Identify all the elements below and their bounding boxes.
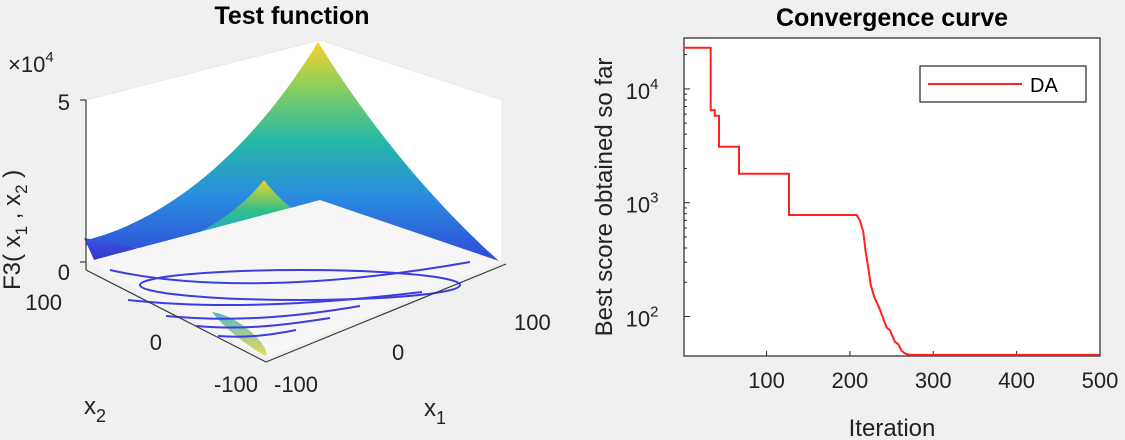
z-tick-top: 5 <box>58 90 70 115</box>
y-tick-0: 100 <box>25 290 62 315</box>
legend: DA <box>919 65 1087 103</box>
x-tick-0: -100 <box>274 372 318 397</box>
x-ticks: 100 200 300 400 500 <box>748 351 1118 393</box>
surface-back <box>86 42 500 262</box>
x-axis-label: x1 <box>424 395 446 428</box>
axis-lines <box>80 99 507 363</box>
z-axis-label: F3( x1 , x2 ) <box>0 170 31 290</box>
y-tick-label: 103 <box>626 190 659 218</box>
contour-lines <box>109 261 471 338</box>
y-tick-1: 0 <box>150 330 162 355</box>
legend-label-da: DA <box>1030 75 1058 97</box>
x-tick-label: 200 <box>832 368 869 393</box>
y-tick-label: 104 <box>626 76 659 104</box>
surface-title: Test function <box>214 2 369 30</box>
y-axis-label: x2 <box>84 393 106 426</box>
y-axis-label: Best score obtained so far <box>591 58 618 337</box>
x-tick-label: 300 <box>915 368 952 393</box>
y-tick-label: 102 <box>626 304 659 332</box>
z-tick-bottom: 0 <box>58 260 70 285</box>
y-ticks: 102 103 104 <box>626 54 690 332</box>
x-axis-label: Iteration <box>849 415 936 440</box>
surface-plot: Test function ×104 5 0 100 0 -100 -100 0… <box>0 2 551 428</box>
series-line-da <box>684 46 1100 356</box>
x-tick-label: 100 <box>748 368 785 393</box>
x-tick-label: 400 <box>998 368 1035 393</box>
convergence-title: Convergence curve <box>776 4 1008 32</box>
convergence-plot: Convergence curve 100 200 300 400 500 102 103… <box>591 4 1118 440</box>
x-tick-1: 0 <box>392 340 404 365</box>
contour-plane <box>86 200 502 358</box>
contour-fill <box>212 312 267 356</box>
x-tick-2: 100 <box>514 310 551 335</box>
exponent-label: ×104 <box>8 49 54 77</box>
y-tick-2: -100 <box>214 372 258 397</box>
x-tick-label: 500 <box>1082 368 1119 393</box>
